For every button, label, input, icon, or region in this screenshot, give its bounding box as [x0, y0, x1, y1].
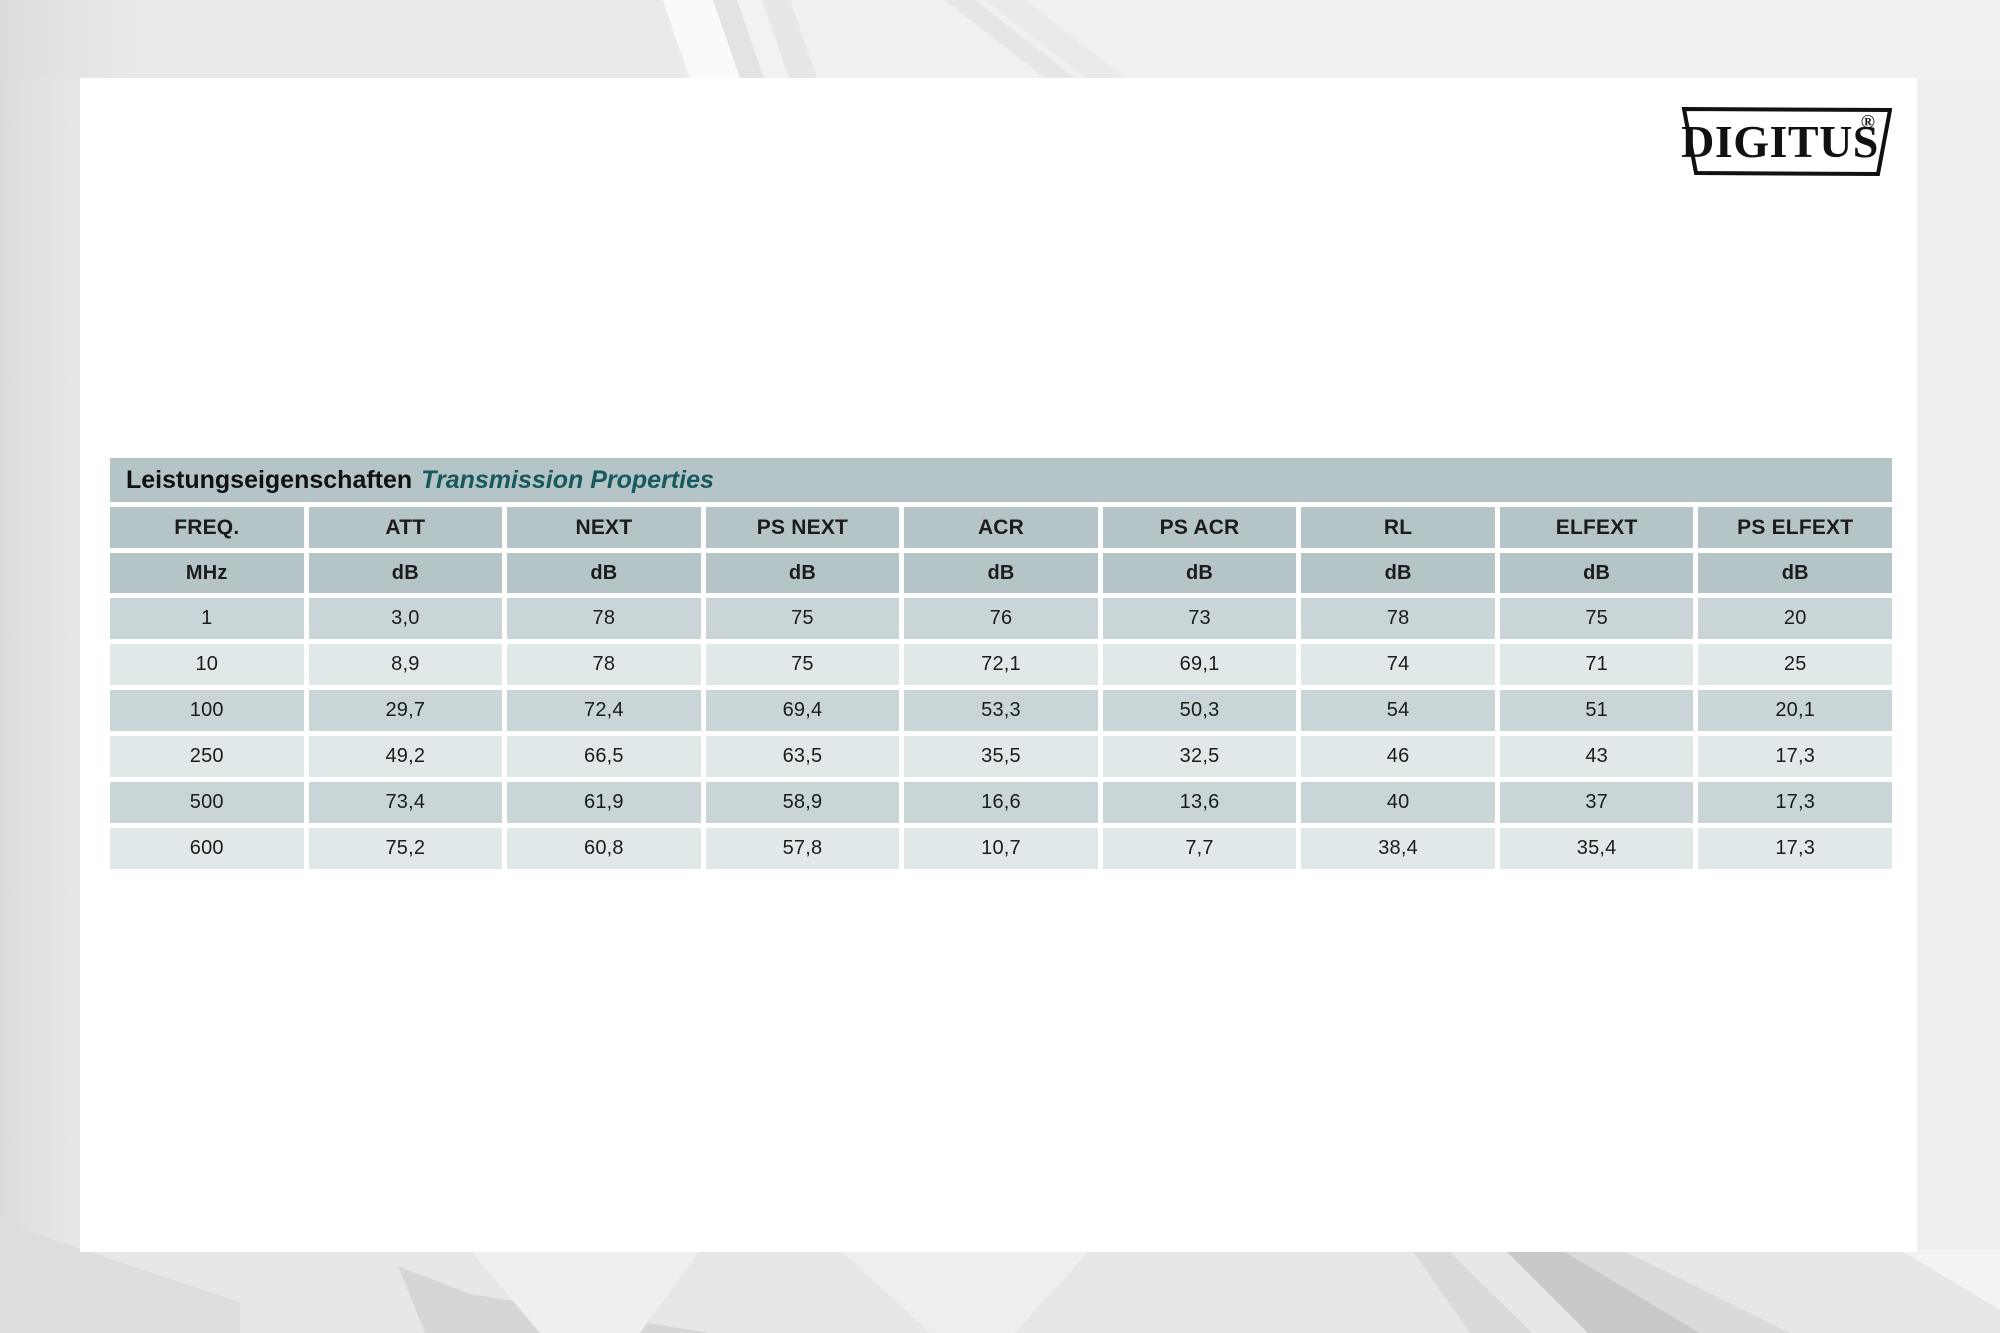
logo-wordmark: DIGITUS	[1681, 115, 1879, 167]
unit-header: dB	[308, 553, 503, 593]
content-card: DIGITUS ® Leistungseigenschaften Transmi…	[80, 78, 1917, 1252]
column-header: PS NEXT	[705, 507, 900, 548]
registered-trademark-icon: ®	[1860, 112, 1875, 133]
table-title-english: Transmission Properties	[421, 465, 714, 494]
table-cell: 10,7	[904, 828, 1098, 869]
table-cell: 63,5	[705, 736, 900, 777]
digitus-logo: DIGITUS ®	[1680, 103, 1892, 177]
unit-header: dB	[507, 553, 701, 593]
table-cell: 29,7	[308, 690, 503, 731]
table-cell: 8,9	[308, 644, 503, 685]
table-cell: 57,8	[705, 828, 900, 869]
table-cell: 78	[507, 644, 701, 685]
transmission-properties-table: Leistungseigenschaften Transmission Prop…	[110, 458, 1892, 869]
table-cell: 500	[110, 782, 304, 823]
unit-header: dB	[1698, 553, 1892, 593]
table-cell: 17,3	[1698, 828, 1892, 869]
table-cell: 43	[1499, 736, 1694, 777]
unit-header: dB	[1102, 553, 1297, 593]
table-cell: 54	[1301, 690, 1495, 731]
unit-header: dB	[1301, 553, 1495, 593]
table-cell: 76	[904, 598, 1098, 639]
table-cell: 78	[507, 598, 701, 639]
table-cell: 66,5	[507, 736, 701, 777]
table-cell: 250	[110, 736, 304, 777]
table-cell: 37	[1499, 782, 1694, 823]
table-cell: 74	[1301, 644, 1495, 685]
table-cell: 32,5	[1102, 736, 1297, 777]
table-cell: 35,5	[904, 736, 1098, 777]
table-cell: 17,3	[1698, 782, 1892, 823]
table-title-german: Leistungseigenschaften	[126, 465, 413, 494]
table-cell: 69,4	[705, 690, 900, 731]
table-cell: 75	[705, 644, 900, 685]
table-cell: 53,3	[904, 690, 1098, 731]
table-cell: 100	[110, 690, 304, 731]
table-cell: 73,4	[308, 782, 503, 823]
table-cell: 13,6	[1102, 782, 1297, 823]
table-cell: 72,4	[507, 690, 701, 731]
table-cell: 75,2	[308, 828, 503, 869]
column-header: ATT	[308, 507, 503, 548]
table-cell: 40	[1301, 782, 1495, 823]
table-cell: 73	[1102, 598, 1297, 639]
column-header: ELFEXT	[1499, 507, 1694, 548]
table-cell: 3,0	[308, 598, 503, 639]
table-cell: 20,1	[1698, 690, 1892, 731]
column-header: NEXT	[507, 507, 701, 548]
table-cell: 20	[1698, 598, 1892, 639]
table-title: Leistungseigenschaften Transmission Prop…	[110, 458, 1892, 502]
column-header: RL	[1301, 507, 1495, 548]
table-cell: 71	[1499, 644, 1694, 685]
table-cell: 25	[1698, 644, 1892, 685]
unit-header: dB	[1499, 553, 1694, 593]
unit-header: MHz	[110, 553, 304, 593]
unit-header: dB	[904, 553, 1098, 593]
column-header: FREQ.	[110, 507, 304, 548]
table-cell: 16,6	[904, 782, 1098, 823]
table-cell: 69,1	[1102, 644, 1297, 685]
column-header: ACR	[904, 507, 1098, 548]
table-cell: 51	[1499, 690, 1694, 731]
table-cell: 7,7	[1102, 828, 1297, 869]
table-cell: 58,9	[705, 782, 900, 823]
table-cell: 75	[1499, 598, 1694, 639]
unit-header: dB	[705, 553, 900, 593]
table-cell: 17,3	[1698, 736, 1892, 777]
table-cell: 600	[110, 828, 304, 869]
table-cell: 72,1	[904, 644, 1098, 685]
table-cell: 35,4	[1499, 828, 1694, 869]
table-cell: 50,3	[1102, 690, 1297, 731]
table-cell: 75	[705, 598, 900, 639]
table-cell: 10	[110, 644, 304, 685]
table-cell: 60,8	[507, 828, 701, 869]
table-cell: 49,2	[308, 736, 503, 777]
column-header: PS ELFEXT	[1698, 507, 1892, 548]
table-cell: 1	[110, 598, 304, 639]
table-cell: 61,9	[507, 782, 701, 823]
table-cell: 78	[1301, 598, 1495, 639]
table-cell: 46	[1301, 736, 1495, 777]
column-header: PS ACR	[1102, 507, 1297, 548]
table-cell: 38,4	[1301, 828, 1495, 869]
logo-frame-icon	[1681, 106, 1892, 177]
